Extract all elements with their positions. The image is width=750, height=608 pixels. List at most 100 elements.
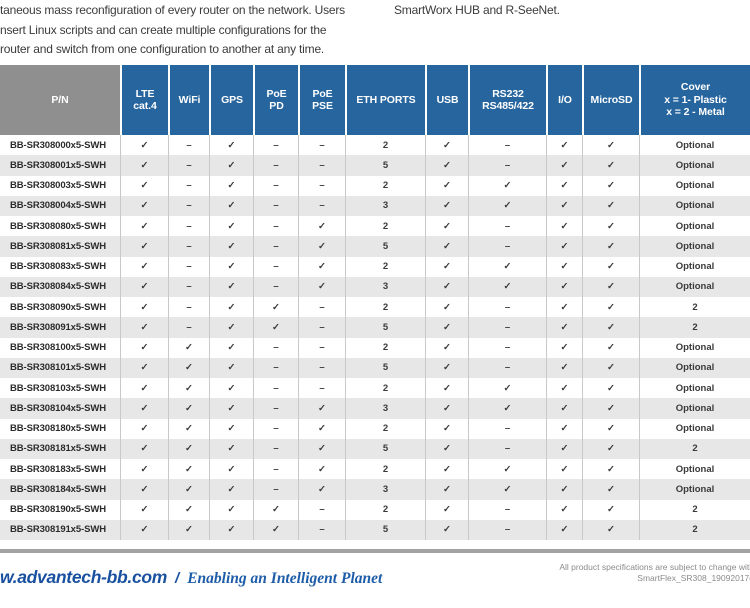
usb-cell: ✓: [425, 216, 468, 237]
table-row: BB-SR308003x5-SWH ✓ – ✓ – –2 ✓ ✓ ✓ ✓ Optional: [0, 175, 750, 196]
lte-cat4-cell: ✓: [120, 297, 168, 318]
usb-cell: ✓: [425, 317, 468, 338]
usb-cell: ✓: [425, 479, 468, 500]
poe-pse-cell: –: [298, 337, 345, 358]
intro-line-1: taneous mass reconfiguration of every ro…: [0, 3, 345, 17]
intro-line-2: nsert Linux scripts and can create multi…: [0, 22, 327, 37]
rs232-rs485-422-cell: –: [468, 236, 546, 257]
poe-pse-cell: ✓: [298, 418, 345, 439]
lte-cat4-cell: ✓: [120, 479, 168, 500]
lte-cat4-cell: ✓: [120, 195, 168, 216]
table-row: BB-SR308104x5-SWH ✓ ✓ ✓ – ✓ 3 ✓ ✓ ✓ ✓ Optional: [0, 398, 750, 419]
poe-pd-cell: ✓: [253, 499, 298, 520]
gps-cell: ✓: [209, 438, 253, 459]
poe-pse-cell: ✓: [298, 398, 345, 419]
io-cell: ✓: [546, 479, 582, 500]
usb-cell: ✓: [425, 519, 468, 540]
lte-cat4-cell: ✓: [120, 418, 168, 439]
usb-cell: ✓: [425, 357, 468, 378]
poe-pd-cell: –: [253, 459, 298, 480]
lte-cat4-cell: ✓: [120, 135, 168, 156]
rs232-rs485-422-cell: ✓: [468, 398, 546, 419]
pn-cell: BB-SR308090x5-SWH: [10, 301, 106, 313]
poe-pd-cell: –: [253, 195, 298, 216]
table-row: BB-SR308190x5-SWH ✓ ✓ ✓ ✓ –2 ✓ – ✓ ✓ 2: [0, 499, 750, 520]
wifi-cell: –: [168, 297, 209, 318]
microsd-cell: ✓: [582, 418, 639, 439]
poe-pse-cell: –: [298, 297, 345, 318]
column-header-lte-cat4: LTE cat.4: [120, 65, 168, 135]
eth-ports-cell: 5: [345, 155, 425, 176]
pn-cell: BB-SR308084x5-SWH: [10, 281, 106, 293]
poe-pse-cell: –: [298, 519, 345, 540]
wifi-cell: ✓: [168, 418, 209, 439]
gps-cell: ✓: [209, 297, 253, 318]
pn-cell: BB-SR308180x5-SWH: [10, 423, 106, 435]
usb-cell: ✓: [425, 459, 468, 480]
poe-pd-cell: –: [253, 337, 298, 358]
intro-left-column: taneous mass reconfiguration of every ro…: [0, 1, 345, 60]
microsd-cell: ✓: [582, 479, 639, 500]
eth-ports-cell: 5: [345, 236, 425, 257]
pn-cell: BB-SR308091x5-SWH: [10, 321, 106, 333]
poe-pd-cell: –: [253, 216, 298, 237]
io-cell: ✓: [546, 236, 582, 257]
lte-cat4-cell: ✓: [120, 236, 168, 257]
gps-cell: ✓: [209, 276, 253, 297]
column-header-gps: GPS: [209, 65, 253, 135]
website-link[interactable]: w.advantech-bb.com: [0, 567, 168, 587]
gps-cell: ✓: [209, 459, 253, 480]
lte-cat4-cell: ✓: [120, 256, 168, 277]
eth-ports-cell: 3: [345, 195, 425, 216]
table-row: BB-SR308004x5-SWH ✓ – ✓ – –3 ✓ ✓ ✓ ✓ Optional: [0, 195, 750, 216]
pn-cell: BB-SR308191x5-SWH: [10, 524, 106, 536]
wifi-cell: ✓: [168, 357, 209, 378]
poe-pd-cell: –: [253, 155, 298, 176]
usb-cell: ✓: [425, 155, 468, 176]
intro-line-3: router and switch from one configuration…: [0, 42, 325, 56]
rs232-rs485-422-cell: –: [468, 317, 546, 338]
io-cell: ✓: [546, 276, 582, 297]
io-cell: ✓: [546, 216, 582, 237]
eth-ports-cell: 2: [345, 175, 425, 196]
cover-cell: Optional: [639, 337, 750, 358]
cover-cell: 2: [639, 519, 750, 540]
gps-cell: ✓: [209, 519, 253, 540]
usb-cell: ✓: [425, 135, 468, 156]
microsd-cell: ✓: [582, 378, 639, 399]
column-header-io: I/O: [546, 65, 582, 135]
poe-pse-cell: –: [298, 175, 345, 196]
eth-ports-cell: 2: [345, 378, 425, 399]
rs232-rs485-422-cell: –: [468, 519, 546, 540]
rs232-rs485-422-cell: ✓: [468, 378, 546, 399]
table-row: BB-SR308084x5-SWH ✓ – ✓ – ✓ 3 ✓ ✓ ✓ ✓ Optional: [0, 276, 750, 297]
table-row: BB-SR308103x5-SWH ✓ ✓ ✓ – –2 ✓ ✓ ✓ ✓ Optional: [0, 378, 750, 399]
lte-cat4-cell: ✓: [120, 438, 168, 459]
cover-cell: 2: [639, 438, 750, 459]
pn-cell: BB-SR308081x5-SWH: [10, 240, 106, 252]
cover-cell: Optional: [639, 236, 750, 257]
usb-cell: ✓: [425, 256, 468, 277]
lte-cat4-cell: ✓: [120, 459, 168, 480]
pn-cell: BB-SR308003x5-SWH: [10, 180, 106, 192]
io-cell: ✓: [546, 438, 582, 459]
microsd-cell: ✓: [582, 256, 639, 277]
gps-cell: ✓: [209, 499, 253, 520]
pn-cell: BB-SR308100x5-SWH: [10, 342, 106, 354]
cover-cell: Optional: [639, 155, 750, 176]
poe-pse-cell: ✓: [298, 438, 345, 459]
cover-cell: Optional: [639, 459, 750, 480]
column-header-cover: Cover x = 1- Plastic x = 2 - Metal: [639, 65, 750, 135]
footer-divider: [0, 549, 750, 553]
cover-cell: Optional: [639, 479, 750, 500]
column-header-pn: P/N: [0, 65, 120, 135]
table-row: BB-SR308181x5-SWH ✓ ✓ ✓ – ✓ 5 ✓ – ✓ ✓ 2: [0, 438, 750, 459]
eth-ports-cell: 2: [345, 337, 425, 358]
footer-note: All product specifications are subject t…: [559, 562, 750, 584]
usb-cell: ✓: [425, 195, 468, 216]
lte-cat4-cell: ✓: [120, 155, 168, 176]
pn-cell: BB-SR308181x5-SWH: [10, 443, 106, 455]
lte-cat4-cell: ✓: [120, 216, 168, 237]
poe-pd-cell: –: [253, 135, 298, 156]
io-cell: ✓: [546, 357, 582, 378]
